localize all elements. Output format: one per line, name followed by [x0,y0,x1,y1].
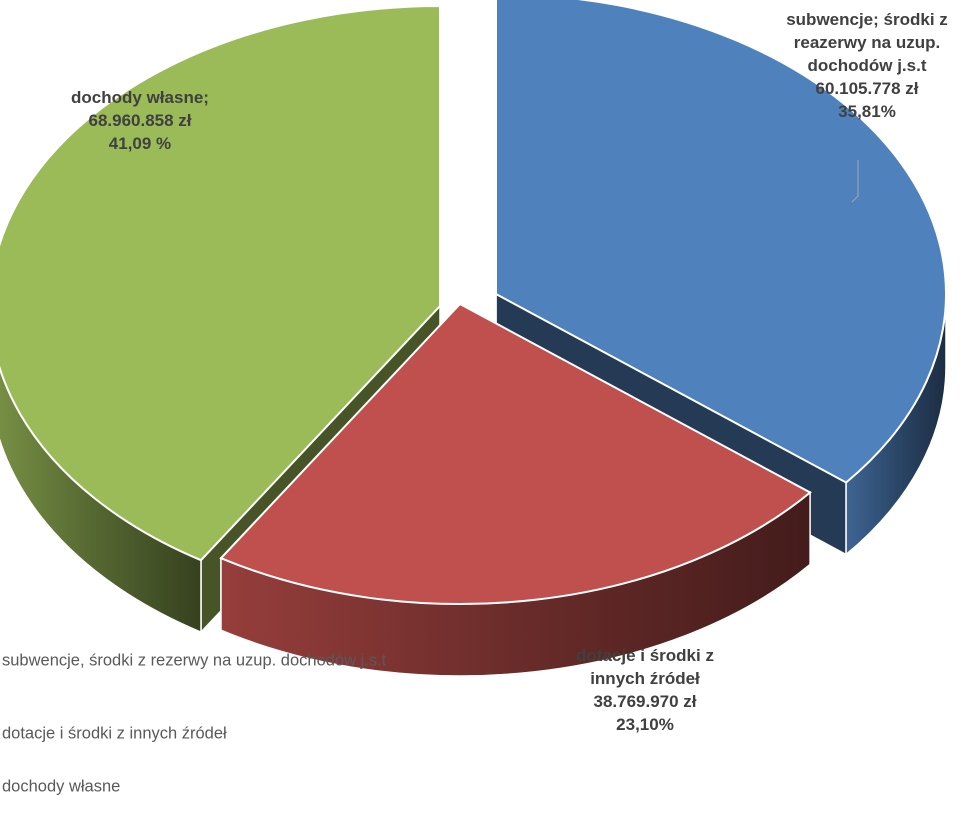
data-label-line: 41,09 % [108,134,172,153]
data-label-line: 35,81% [838,102,896,121]
legend-label-dotacje: dotacje i środki z innych źródeł [2,724,227,743]
data-label-line: dochody własne; [71,88,209,107]
legend-label-subwencje: subwencje, środki z rezerwy na uzup. doc… [2,651,387,670]
data-label-line: dochodów j.s.t [807,56,927,75]
data-label-subwencje: subwencje; środki z reazerwy na uzup. doch… [752,8,969,123]
legend-item-subwencje: subwencje, środki z rezerwy na uzup. doc… [0,648,456,673]
slice-wlasne [0,4,441,562]
data-label-dotacje: dotacje i środki z innych źródeł 38.769.97… [545,644,745,736]
data-label-line: innych źródeł [590,669,700,688]
data-label-line: 60.105.778 zł [815,79,919,98]
data-label-wlasne: dochody własne; 68.960.858 zł 41,09 % [40,86,240,155]
slice-subwencje [495,0,947,484]
slice-dotacje [219,302,812,605]
legend-label-wlasne: dochody własne [2,777,121,796]
data-label-line: subwencje; środki z [786,10,948,29]
data-label-line: 23,10% [616,715,674,734]
legend-item-dotacje: dotacje i środki z innych źródeł [0,721,456,746]
data-label-line: 38.769.970 zł [593,692,697,711]
data-label-line: dotacje i środki z [576,646,714,665]
data-label-line: reazerwy na uzup. [793,33,941,52]
legend-item-wlasne: dochody własne [0,774,456,799]
leader-line-subwencje [851,160,859,203]
data-label-line: 68.960.858 zł [88,111,192,130]
